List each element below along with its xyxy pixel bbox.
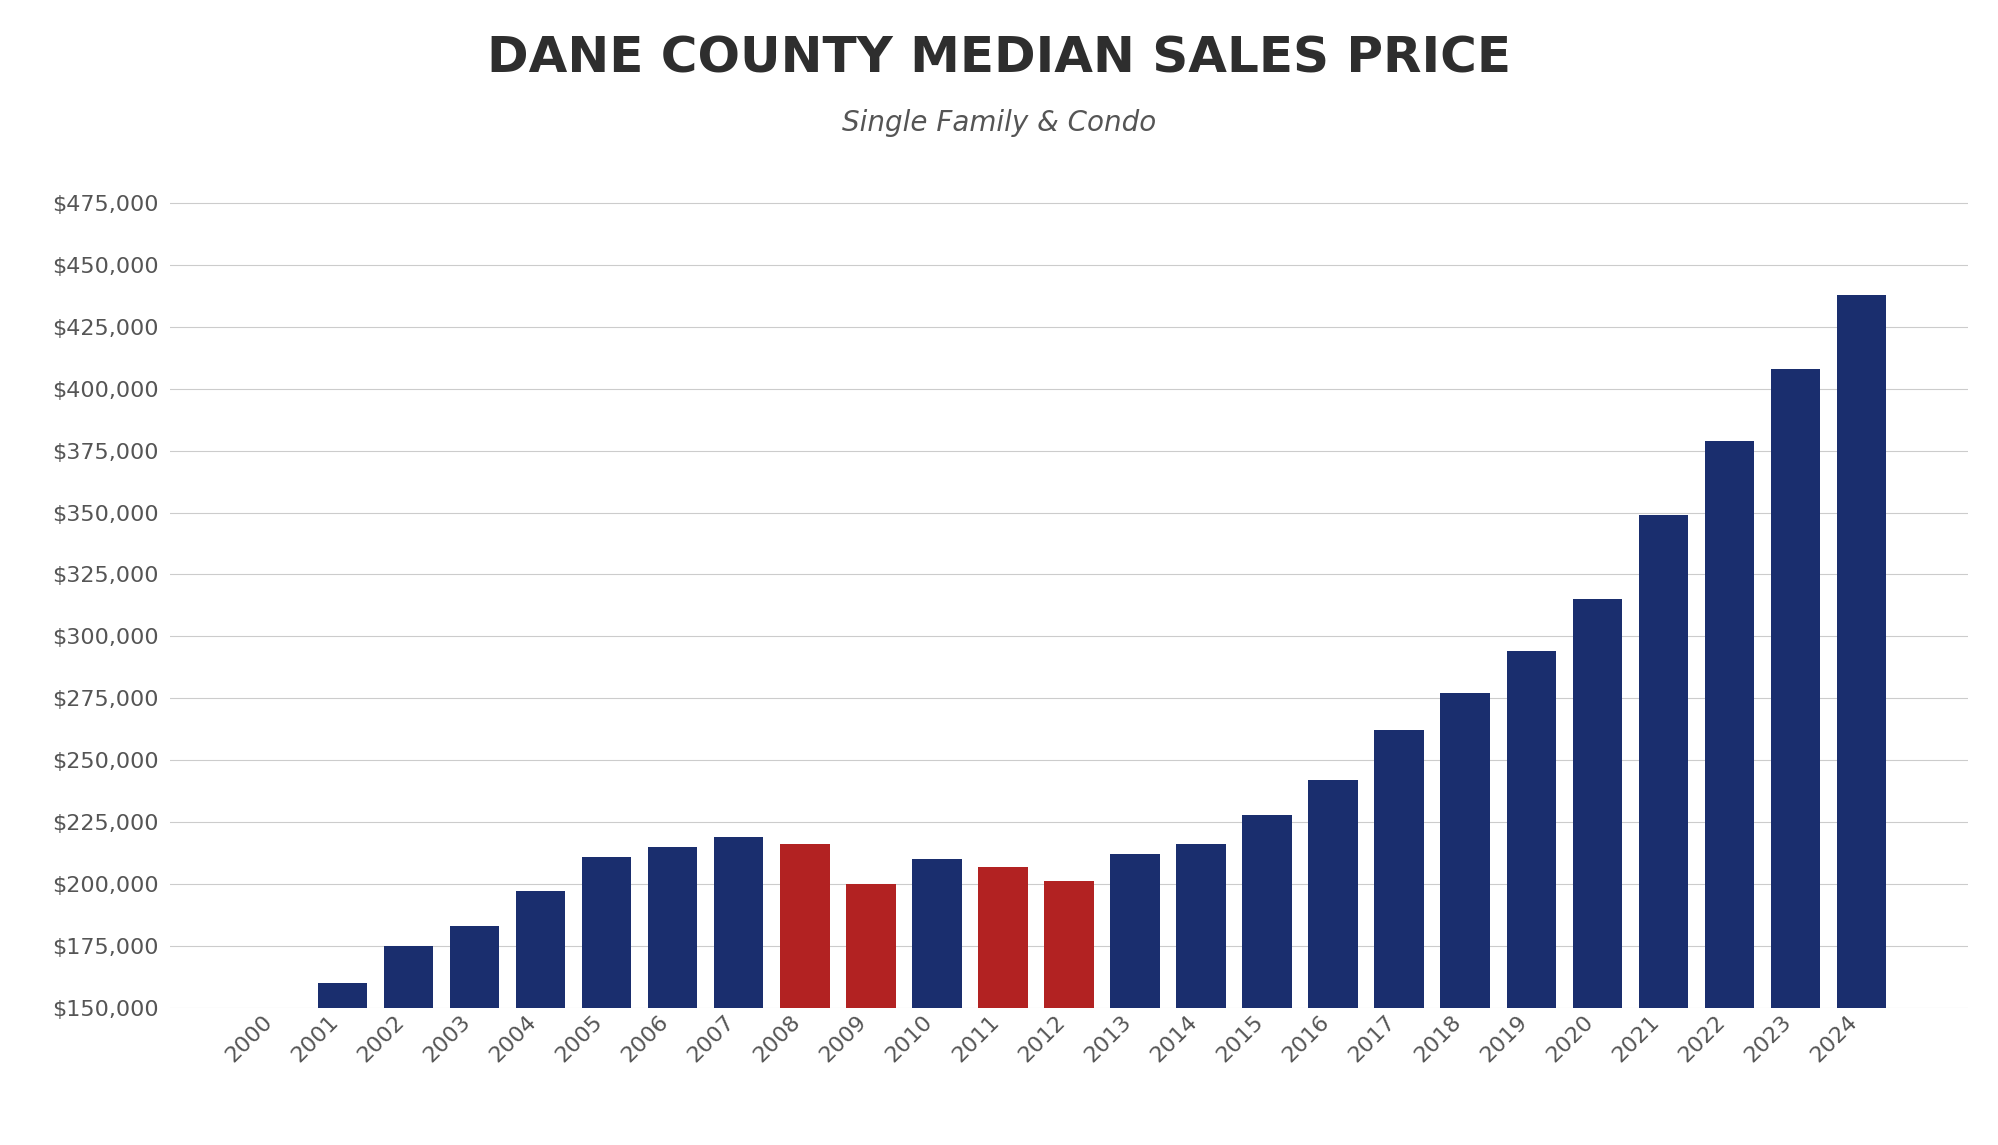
Bar bbox=[1177, 844, 1227, 1008]
Text: DANE COUNTY MEDIAN SALES PRICE: DANE COUNTY MEDIAN SALES PRICE bbox=[488, 34, 1510, 82]
Bar bbox=[1243, 814, 1293, 1008]
Bar bbox=[713, 837, 763, 1008]
Bar bbox=[1638, 515, 1688, 1008]
Bar bbox=[318, 982, 368, 1008]
Bar bbox=[1111, 854, 1159, 1008]
Bar bbox=[515, 891, 565, 1008]
Bar bbox=[1770, 369, 1820, 1008]
Bar bbox=[911, 859, 961, 1008]
Bar bbox=[384, 946, 434, 1008]
Bar bbox=[845, 884, 895, 1008]
Bar bbox=[450, 926, 500, 1008]
Bar bbox=[1506, 652, 1556, 1008]
Bar bbox=[647, 846, 697, 1008]
Bar bbox=[1572, 599, 1622, 1008]
Bar bbox=[1045, 882, 1093, 1008]
Bar bbox=[979, 867, 1027, 1008]
Bar bbox=[1836, 294, 1886, 1008]
Bar bbox=[581, 856, 631, 1008]
Bar bbox=[1441, 693, 1491, 1008]
Text: Single Family & Condo: Single Family & Condo bbox=[841, 109, 1157, 136]
Bar bbox=[779, 844, 829, 1008]
Bar bbox=[1309, 780, 1359, 1008]
Bar bbox=[1704, 441, 1754, 1008]
Bar bbox=[1375, 731, 1425, 1008]
